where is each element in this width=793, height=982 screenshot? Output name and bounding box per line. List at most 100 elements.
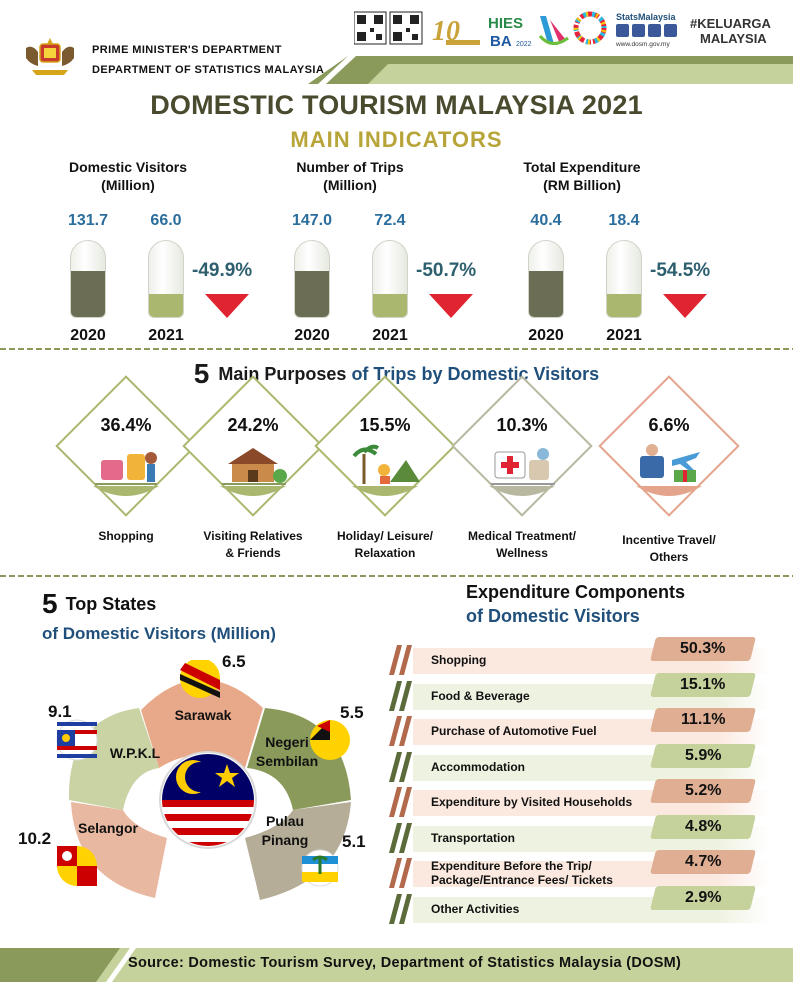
purpose-label: Incentive Travel/Others xyxy=(594,532,744,566)
house-icon xyxy=(222,448,287,485)
purpose-percentage: 6.6% xyxy=(648,415,690,435)
expenditure-row: Shopping 50.3% xyxy=(385,637,770,675)
indicator-tube-fill xyxy=(295,271,329,317)
purpose-percentage: 24.2% xyxy=(227,415,279,435)
slash-marker-icon xyxy=(389,680,412,711)
state-name: Selangor xyxy=(78,820,138,836)
top-states-subtitle: of Domestic Visitors (Million) xyxy=(42,624,276,643)
sdg-wheel-icon xyxy=(573,11,607,45)
partner-logos: 10 HIES BA 2022 StatsMalaysia www.dosm.g… xyxy=(354,11,772,50)
expenditure-heading-line1: Expenditure Components xyxy=(466,582,686,602)
indicator-change: -54.5% xyxy=(650,260,711,281)
purpose-percentage: 36.4% xyxy=(100,415,152,435)
expenditure-heading-line2: of Domestic Visitors xyxy=(466,606,640,626)
indicator-tube xyxy=(70,240,106,318)
purpose-label-line2: Wellness xyxy=(496,546,548,560)
slash-marker-icon xyxy=(389,893,412,924)
state-value: 6.5 xyxy=(222,652,246,671)
expenditure-label-line1: Purchase of Automotive Fuel xyxy=(431,724,597,738)
pulau-pinang-flag-icon xyxy=(301,849,339,887)
expenditure-percentage: 11.1% xyxy=(650,708,756,732)
travel-icon xyxy=(640,444,700,482)
expenditure-percentage-text: 11.1% xyxy=(680,711,726,728)
expenditure-percentage: 5.9% xyxy=(650,743,756,768)
state-name-line1: Pulau xyxy=(265,813,305,829)
indicator-tube-fill xyxy=(607,294,641,317)
purpose-label: Holiday/ Leisure/Relaxation xyxy=(310,528,460,562)
dept-line-2: DEPARTMENT OF STATISTICS MALAYSIA xyxy=(92,64,325,76)
facebook-icon xyxy=(616,24,629,37)
indicator-value: 40.4 xyxy=(530,212,562,229)
indicator-title-line1: Domestic Visitors xyxy=(68,159,187,175)
expenditure-percentage-text: 4.7% xyxy=(684,853,722,870)
purpose-label: Shopping xyxy=(51,528,201,545)
petal-selangor xyxy=(71,802,167,898)
expenditure-percentage-text: 5.9% xyxy=(684,746,722,764)
expenditure-label: Expenditure by Visited Households xyxy=(431,787,632,817)
indicator-tube xyxy=(148,240,184,318)
purpose-label-line1: Visiting Relatives xyxy=(203,529,303,543)
purposes-heading-bold: Main Purposes xyxy=(218,364,347,384)
expenditure-percentage-text: 2.9% xyxy=(684,888,722,906)
down-arrow-icon xyxy=(205,294,249,318)
state-name: Pulau Pinang xyxy=(250,812,320,850)
expenditure-row: Food & Beverage 15.1% xyxy=(385,672,770,711)
indicator-tube xyxy=(606,240,642,318)
state-name: Sarawak xyxy=(174,707,232,723)
expenditure-label: Shopping xyxy=(431,645,486,675)
purpose-label: Visiting Relatives & Friends xyxy=(178,528,328,562)
indicator-tube-fill xyxy=(71,271,105,317)
purpose-base xyxy=(220,486,286,496)
indicator-title: Total Expenditure (RM Billion) xyxy=(492,158,672,194)
expenditure-label: Expenditure Before the Trip/Package/Entr… xyxy=(431,858,613,888)
indicator-change: -50.7% xyxy=(416,260,477,281)
expenditure-heading: Expenditure Components of Domestic Visit… xyxy=(466,580,685,628)
state-name-line1: Negeri xyxy=(265,734,309,750)
petal-pulau-pinang xyxy=(245,802,351,900)
slash-marker-icon xyxy=(389,716,412,746)
purposes-heading-blue: of Trips by Domestic Visitors xyxy=(351,364,600,384)
expenditure-label: Accommodation xyxy=(431,752,525,782)
hies-logo: HIES xyxy=(488,15,523,32)
state-name-line2: Pinang xyxy=(261,832,309,848)
svg-text:2022: 2022 xyxy=(516,41,532,48)
instagram-icon xyxy=(632,24,645,37)
purpose-label-line1: Shopping xyxy=(98,529,154,543)
expenditure-label-line1: Transportation xyxy=(431,830,516,845)
purpose-percentage: 10.3% xyxy=(496,415,548,435)
section-divider xyxy=(0,348,793,350)
state-value: 5.1 xyxy=(342,832,366,851)
expenditure-percentage-text: 5.2% xyxy=(684,782,722,799)
expenditure-label: Transportation xyxy=(431,823,515,853)
expenditure-label-line1: Expenditure Before the Trip/ xyxy=(431,859,592,873)
indicator-year: 2020 xyxy=(70,327,106,344)
purpose-percentage: 15.5% xyxy=(359,415,411,435)
indicator-tube xyxy=(294,240,330,318)
slash-marker-icon xyxy=(389,751,412,782)
svg-text:www.dosm.gov.my: www.dosm.gov.my xyxy=(615,41,670,48)
state-value: 10.2 xyxy=(18,829,52,848)
indicator-value: 18.4 xyxy=(608,212,640,229)
indicator-title-line1: Total Expenditure xyxy=(523,159,641,175)
expenditure-label-line1: Other Activities xyxy=(431,901,520,916)
indicator-year: 2021 xyxy=(148,327,184,344)
state-value: 5.5 xyxy=(340,703,364,722)
expenditure-percentage: 4.8% xyxy=(650,814,756,839)
slash-marker-icon xyxy=(389,787,412,817)
expenditure-row: Expenditure Before the Trip/Package/Entr… xyxy=(385,850,770,888)
page-title: DOMESTIC TOURISM MALAYSIA 2021 xyxy=(150,90,643,120)
purpose-base xyxy=(489,486,555,496)
down-arrow-icon xyxy=(663,294,707,318)
wpkl-flag-icon xyxy=(56,719,98,761)
source-banner xyxy=(0,948,793,982)
keluarga-malaysia-logo: #KELUARGA xyxy=(690,16,772,31)
page-subtitle: MAIN INDICATORS xyxy=(290,127,503,152)
section-divider xyxy=(0,575,793,577)
expenditure-percentage-text: 4.8% xyxy=(684,817,722,835)
state-name-line2: Sembilan xyxy=(255,753,319,769)
indicator-tube-fill xyxy=(149,294,183,317)
purposes-count: 5 xyxy=(193,358,210,389)
expenditure-percentage-text: 50.3% xyxy=(680,640,726,657)
expenditure-label: Other Activities xyxy=(431,894,519,924)
source-note: Source: Domestic Tourism Survey, Departm… xyxy=(128,955,682,971)
